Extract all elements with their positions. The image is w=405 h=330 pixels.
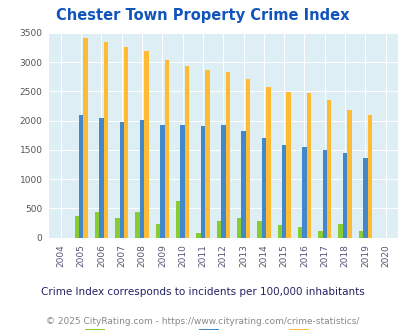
Bar (115, 218, 119, 238)
Bar (266, 87, 270, 238)
Bar (104, 42, 108, 238)
Bar (347, 110, 351, 238)
Bar (277, 225, 281, 238)
Bar (185, 66, 189, 238)
Bar (261, 138, 266, 238)
Bar (196, 233, 200, 238)
Bar (225, 72, 230, 238)
Legend: Chester Town, New York, National: Chester Town, New York, National (81, 325, 364, 330)
Bar (180, 125, 185, 238)
Bar (286, 92, 290, 238)
Bar (79, 115, 83, 238)
Bar (220, 125, 225, 238)
Text: Chester Town Property Crime Index: Chester Town Property Crime Index (56, 8, 349, 23)
Bar (245, 79, 249, 238)
Bar (362, 157, 367, 238)
Bar (83, 38, 87, 238)
Bar (342, 153, 347, 238)
Bar (257, 221, 261, 238)
Text: Crime Index corresponds to incidents per 100,000 inhabitants: Crime Index corresponds to incidents per… (41, 287, 364, 297)
Bar (124, 47, 128, 238)
Bar (139, 120, 144, 238)
Bar (241, 131, 245, 238)
Bar (338, 224, 342, 238)
Bar (322, 150, 326, 238)
Bar (326, 100, 331, 238)
Bar (216, 221, 220, 238)
Bar (75, 216, 79, 238)
Bar (306, 93, 311, 238)
Bar (205, 70, 209, 238)
Bar (164, 60, 169, 238)
Bar (99, 118, 104, 238)
Bar (302, 147, 306, 238)
Bar (144, 50, 148, 238)
Bar (135, 213, 139, 238)
Bar (281, 145, 286, 238)
Bar (176, 201, 180, 238)
Bar (297, 227, 301, 238)
Bar (160, 125, 164, 238)
Bar (156, 223, 160, 238)
Bar (358, 231, 362, 238)
Bar (119, 122, 124, 238)
Bar (237, 218, 241, 238)
Bar (200, 126, 205, 238)
Bar (95, 212, 99, 238)
Bar (367, 115, 371, 238)
Text: © 2025 CityRating.com - https://www.cityrating.com/crime-statistics/: © 2025 CityRating.com - https://www.city… (46, 317, 359, 326)
Bar (318, 231, 322, 238)
